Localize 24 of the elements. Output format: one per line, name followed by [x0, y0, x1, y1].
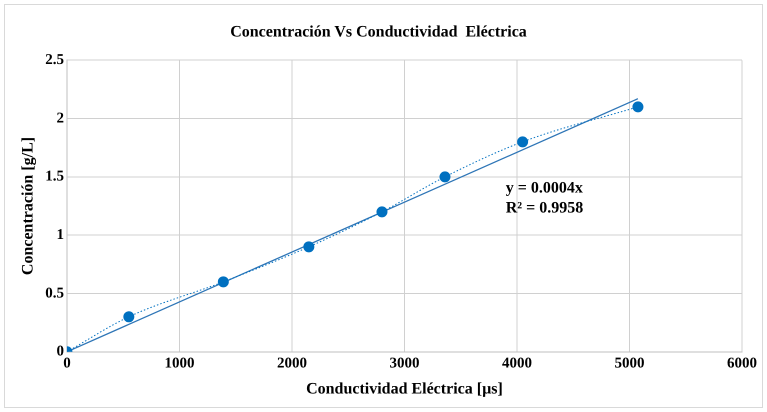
point	[439, 171, 450, 182]
point	[376, 206, 388, 218]
y-tick-label: 0	[56, 344, 64, 360]
y-axis-title: Concentración [g/L]	[20, 136, 37, 276]
x-tick-label: 1000	[164, 356, 194, 372]
x-axis-title: Conductividad Eléctrica [µs]	[306, 380, 503, 398]
x-tick-label: 6000	[727, 356, 757, 372]
annotation: R² = 0.9958	[506, 200, 584, 217]
y-tick-label: 2	[56, 110, 64, 126]
x-tick-label: 3000	[389, 356, 420, 372]
x-tick-label: 2000	[276, 356, 307, 372]
y-tick-label: 1	[56, 227, 64, 244]
point	[517, 136, 528, 148]
point	[218, 276, 229, 288]
y-tick-label: 1.5	[45, 168, 64, 185]
annotation: y = 0.0004x	[506, 180, 583, 197]
y-tick-label: 0.5	[45, 285, 64, 302]
point	[632, 101, 644, 112]
point	[303, 241, 314, 252]
x-tick-label: 5000	[614, 356, 644, 372]
point	[123, 311, 134, 322]
y-tick-label: 2.5	[45, 52, 64, 68]
chart-title: Concentración Vs Conductividad Eléctrica	[230, 24, 527, 41]
x-tick-label: 4000	[502, 356, 532, 372]
